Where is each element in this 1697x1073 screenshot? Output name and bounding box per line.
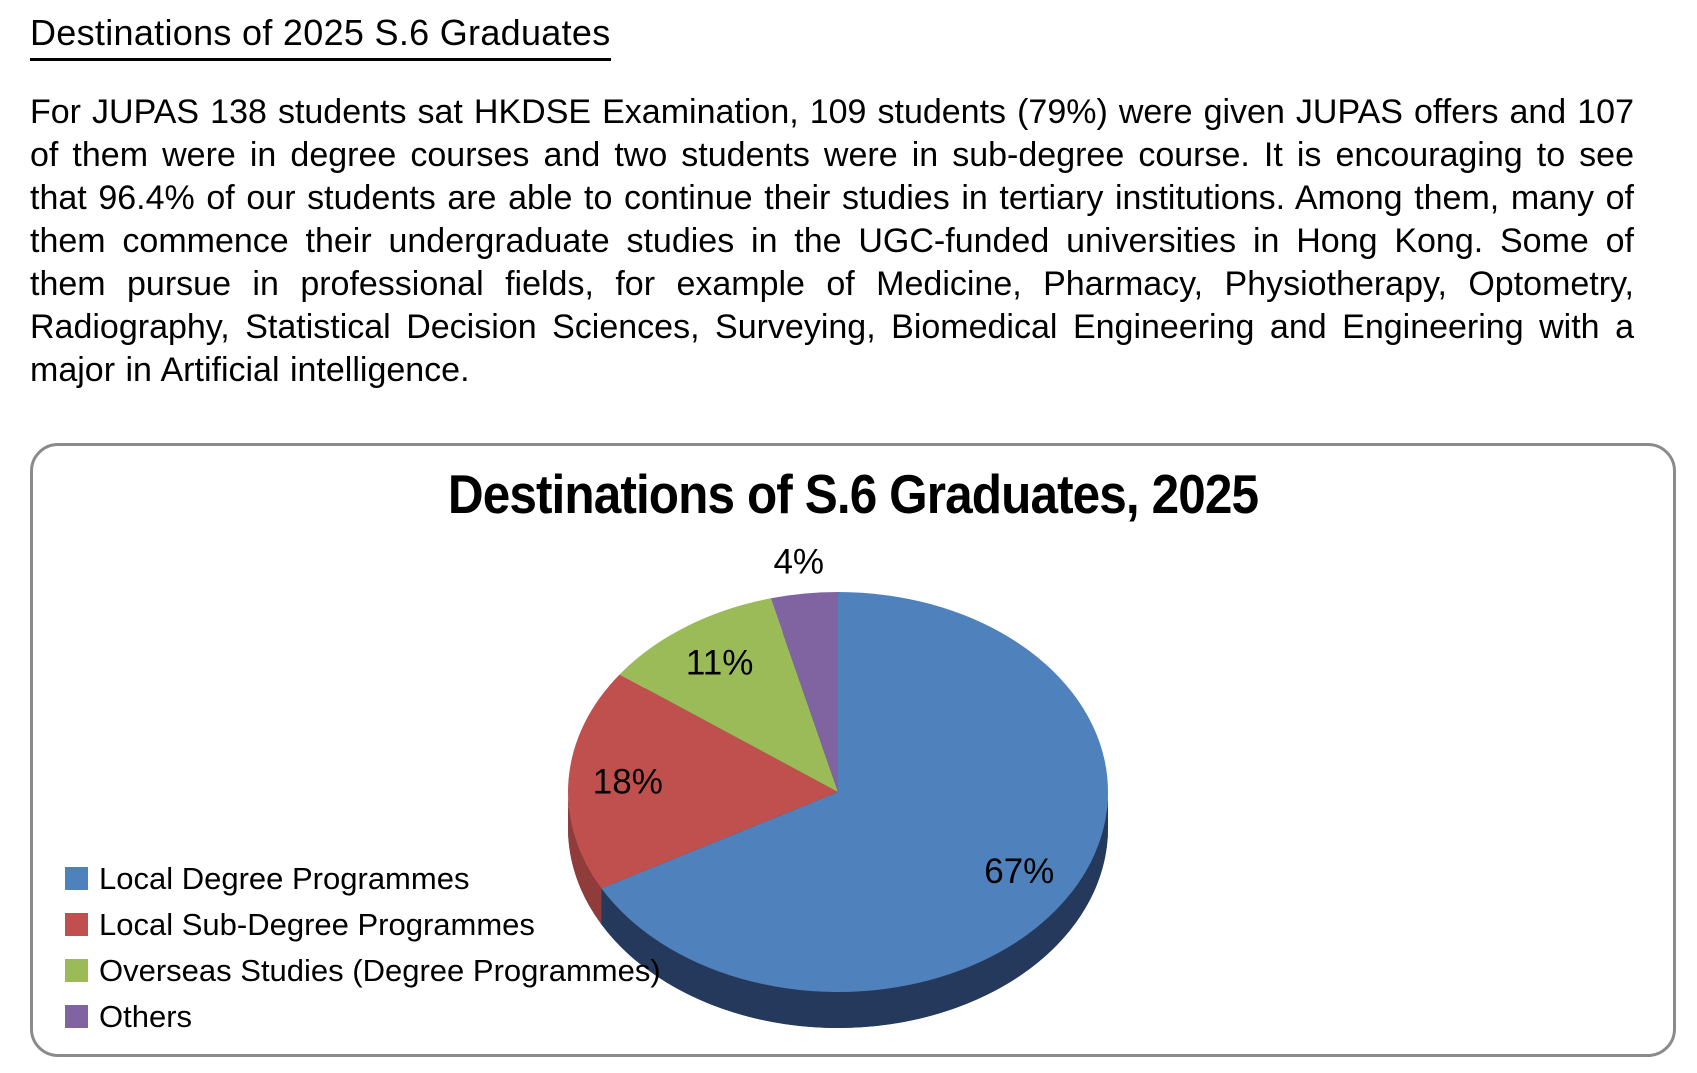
- chart-panel: 67% 18% 11% 4% Destinations of S.6 Graduate…: [30, 443, 1676, 1057]
- document-text-block: Destinations of 2025 S.6 Graduates For J…: [30, 12, 1634, 392]
- pie-slice-3: [770, 592, 838, 792]
- page-title: Destinations of 2025 S.6 Graduates: [30, 12, 611, 61]
- chart-legend: Local Degree Programmes Local Sub-Degree …: [65, 860, 661, 1049]
- legend-item-1: Local Sub-Degree Programmes: [65, 906, 661, 942]
- legend-swatch-icon: [65, 958, 88, 982]
- slice-label-1: 18%: [593, 763, 663, 802]
- slice-label-2: 11%: [686, 643, 753, 682]
- body-paragraph: For JUPAS 138 students sat HKDSE Examina…: [30, 93, 1634, 389]
- pie-side-wall-0: [601, 792, 1108, 1028]
- legend-swatch-icon: [65, 1004, 88, 1028]
- legend-swatch-icon: [65, 866, 88, 890]
- pie-chart-svg: 67% 18% 11% 4%: [568, 542, 1108, 1028]
- legend-item-2: Overseas Studies (Degree Programmes): [65, 952, 661, 988]
- chart-title: Destinations of S.6 Graduates, 2025: [447, 463, 1259, 525]
- pie-side-wall-1: [568, 792, 602, 925]
- pie-slice-1: [568, 674, 838, 889]
- slice-label-0: 67%: [984, 852, 1054, 891]
- pie-slice-2: [619, 598, 838, 792]
- legend-label: Overseas Studies (Degree Programmes): [99, 952, 661, 988]
- legend-swatch-icon: [65, 912, 88, 936]
- pie-slice-0: [601, 592, 1108, 993]
- slice-label-3: 4%: [773, 542, 824, 581]
- legend-label: Local Sub-Degree Programmes: [99, 906, 535, 942]
- legend-item-0: Local Degree Programmes: [65, 860, 661, 896]
- legend-item-3: Others: [65, 998, 661, 1034]
- legend-label: Others: [99, 998, 193, 1034]
- legend-label: Local Degree Programmes: [99, 860, 470, 896]
